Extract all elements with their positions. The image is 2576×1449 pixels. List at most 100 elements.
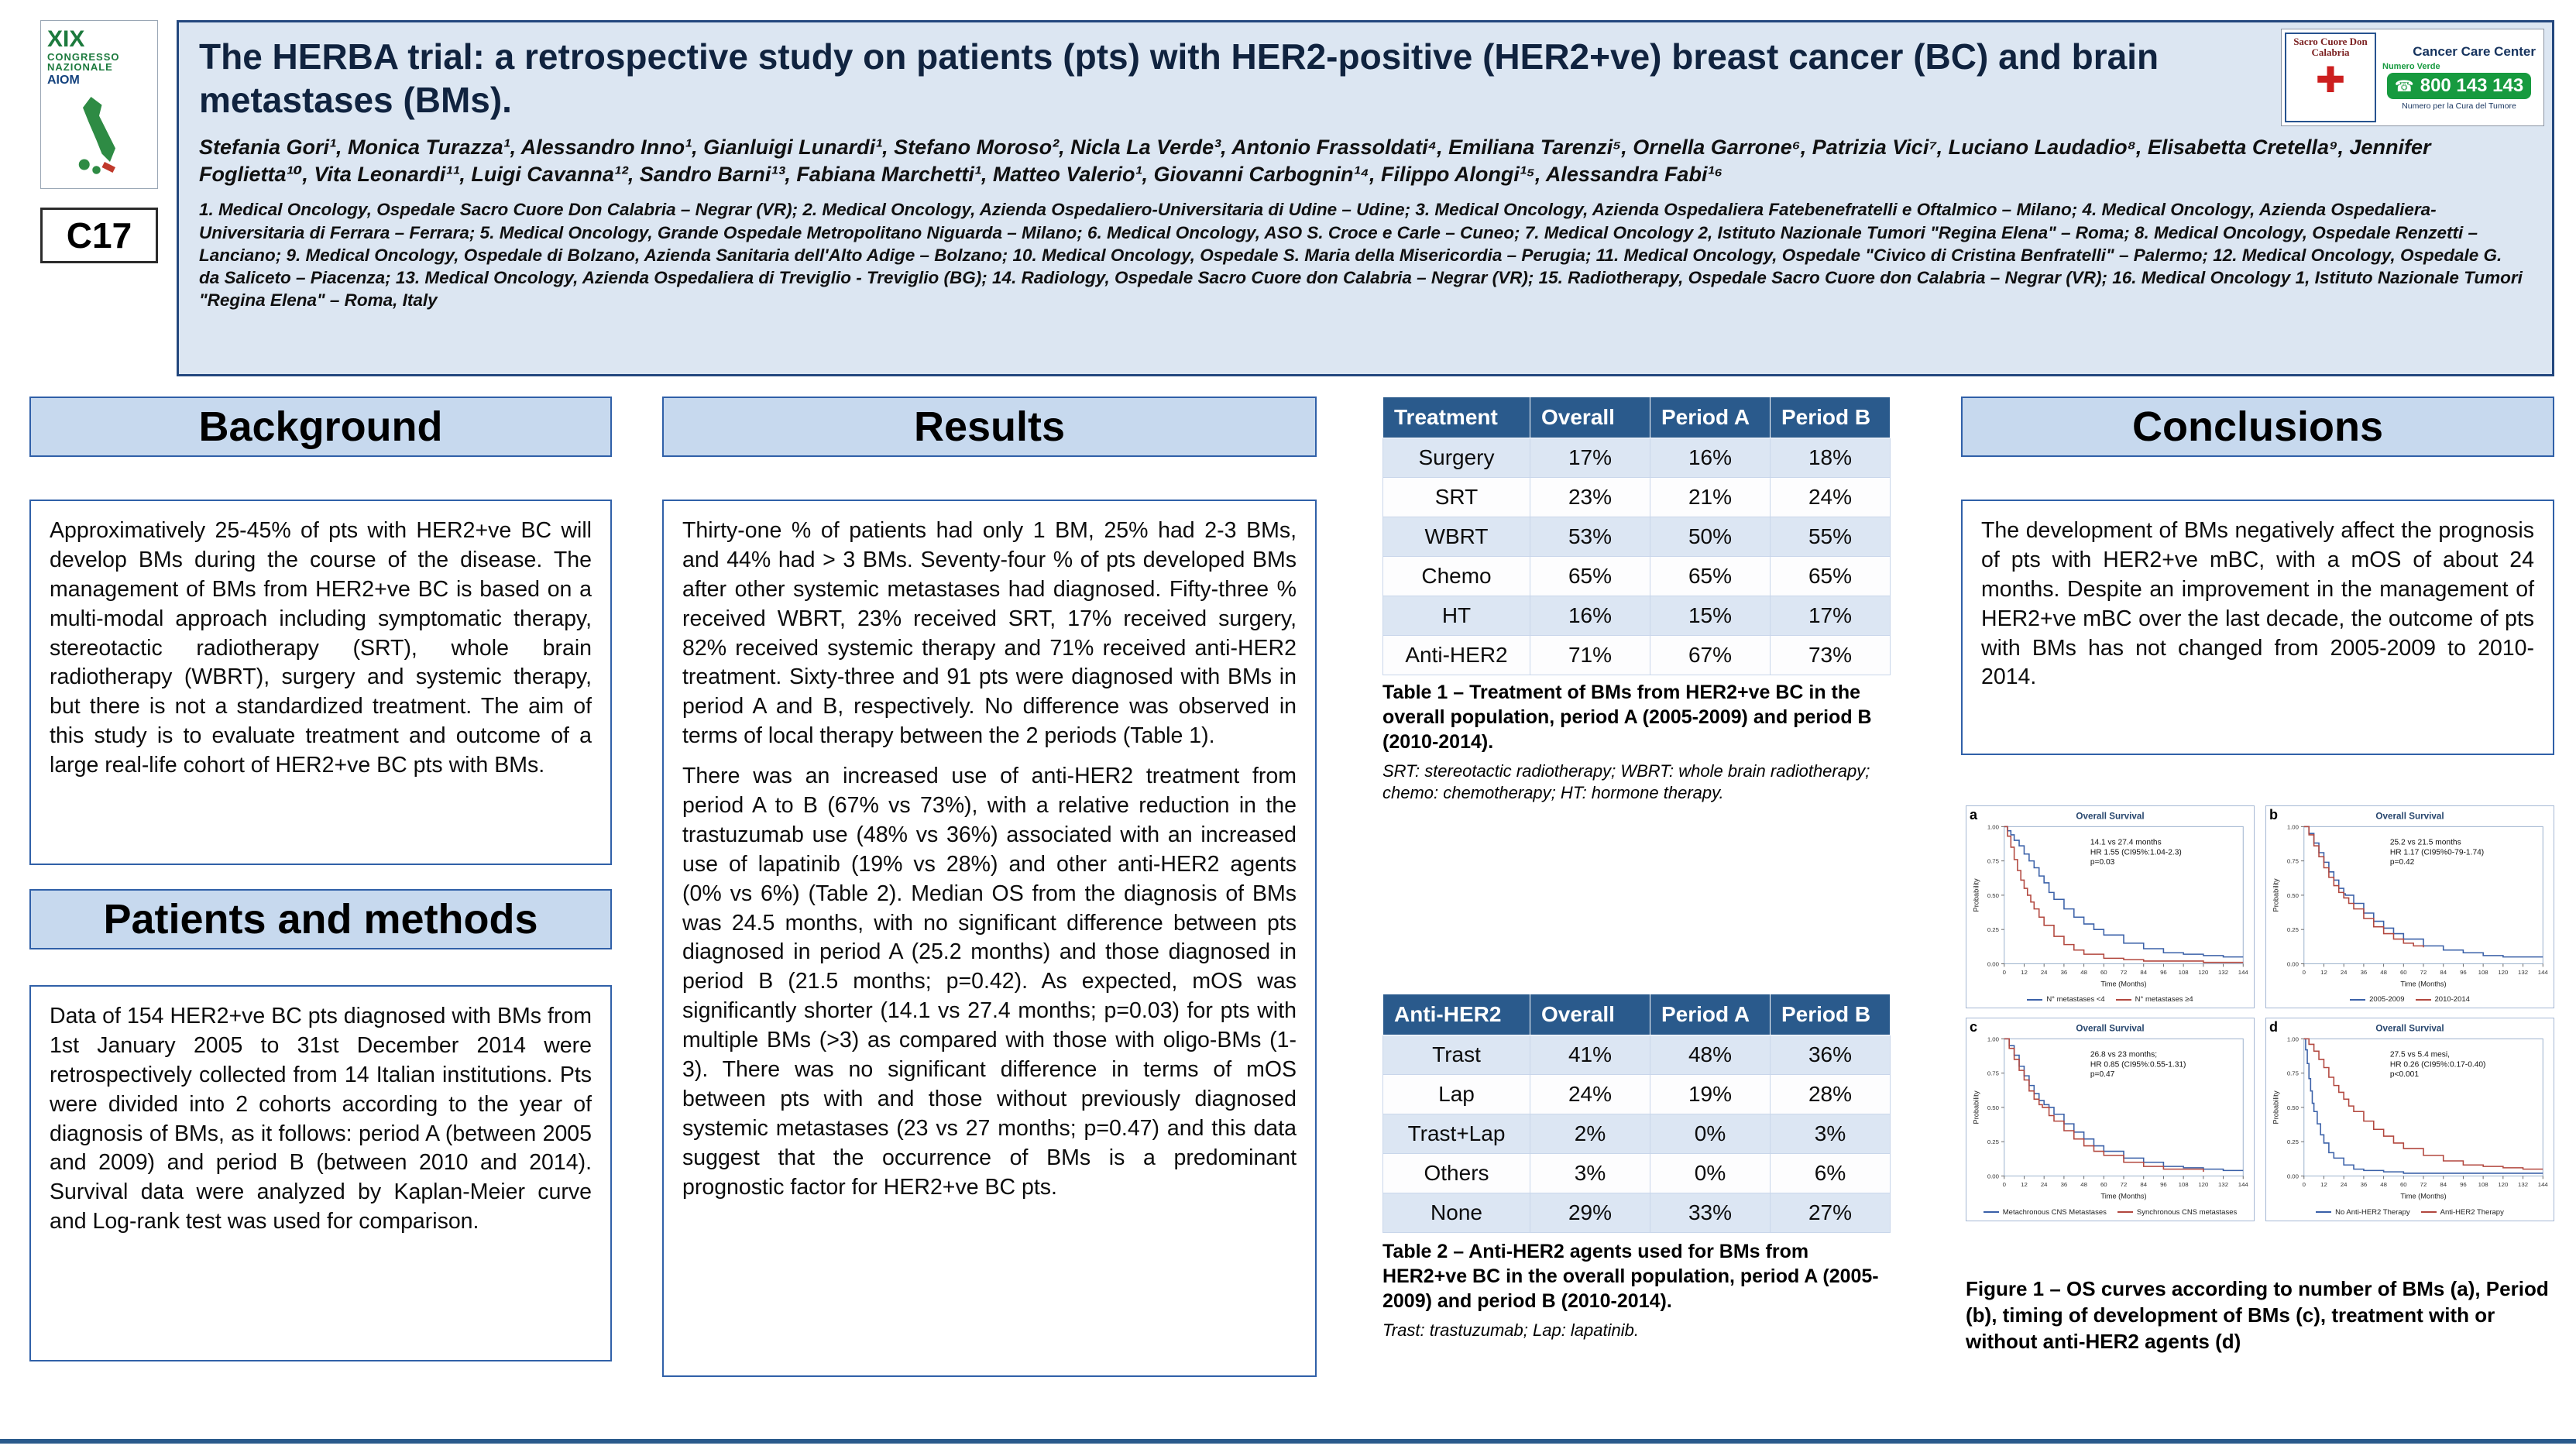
plot-text: 0.25: [1987, 1138, 1999, 1145]
table-row: Others 3% 0% 6%: [1382, 1153, 1891, 1193]
plot-text: Time (Months): [2100, 1193, 2146, 1200]
km-legend: 2005-2009 2010-2014: [2269, 995, 2550, 1004]
row-label-cell: None: [1382, 1193, 1530, 1233]
value-cell: 28%: [1770, 1074, 1891, 1114]
legend-swatch: [1983, 1211, 1999, 1214]
plot-text: Overall Survival: [2375, 1024, 2444, 1034]
value-cell: 65%: [1770, 556, 1891, 596]
legend-item: 2010-2014: [2415, 995, 2470, 1004]
value-cell: 29%: [1530, 1193, 1650, 1233]
table-row: Anti-HER2 71% 67% 73%: [1382, 635, 1891, 675]
plot-text: 108: [2179, 969, 2189, 976]
ccc-phone-badge: ☎ 800 143 143: [2386, 73, 2532, 99]
ccc-title: Cancer Care Center: [2413, 44, 2536, 59]
plot-text: Time (Months): [2400, 980, 2446, 988]
plot-text: 132: [2218, 969, 2228, 976]
km-curve: [2004, 1038, 2204, 1173]
row-label-cell: Trast+Lap: [1382, 1114, 1530, 1154]
table-row: Surgery 17% 16% 18%: [1382, 438, 1891, 478]
value-cell: 2%: [1530, 1114, 1650, 1154]
table-row: Trast 41% 48% 36%: [1382, 1035, 1891, 1075]
plot-text: 24: [2341, 1181, 2348, 1188]
plot-text: 0.75: [1987, 858, 1999, 865]
plot-text: 1.00: [1987, 823, 2000, 830]
plot-text: 12: [2320, 969, 2327, 976]
table-row: SRT 23% 21% 24%: [1382, 477, 1891, 517]
plot-text: 12: [2021, 969, 2028, 976]
plot-text: 60: [2400, 1181, 2407, 1188]
plot-text: Probability: [1973, 878, 1980, 912]
plot-text: Overall Survival: [2375, 812, 2444, 822]
table-row: Trast+Lap 2% 0% 3%: [1382, 1114, 1891, 1154]
column-header: Period A: [1650, 994, 1771, 1035]
column-header: Period B: [1770, 994, 1891, 1035]
conclusions-heading: Conclusions: [1961, 397, 2554, 457]
column-header: Treatment: [1382, 397, 1530, 438]
plot-text: 120: [2198, 1181, 2209, 1188]
plot-text: Time (Months): [2400, 1193, 2446, 1200]
row-label-cell: Others: [1382, 1153, 1530, 1193]
row-label-cell: Trast: [1382, 1035, 1530, 1075]
legend-item: 2005-2009: [2350, 995, 2405, 1004]
figure-panel-a: a Overall Survival 0 12 24 36 48 60 72 84 96 108 120…: [1966, 805, 2255, 1009]
column-header: Overall: [1530, 994, 1650, 1035]
row-label-cell: Anti-HER2: [1382, 635, 1530, 675]
table-2-caption-block: Table 2 – Anti-HER2 agents used for BMs …: [1382, 1239, 1894, 1341]
figure-1-caption: Figure 1 – OS curves according to number…: [1966, 1277, 2549, 1353]
km-curve: [2303, 826, 2424, 948]
plot-text: 132: [2518, 969, 2528, 976]
plot-text: 24: [2041, 1181, 2048, 1188]
cancer-care-center-logo: Cancer Care Center Numero Verde ☎ 800 14…: [2379, 33, 2539, 122]
plot-text: 108: [2478, 1181, 2488, 1188]
plot-text: 26.8 vs 23 months;: [2090, 1051, 2157, 1059]
value-cell: 65%: [1530, 556, 1650, 596]
plot-text: 96: [2460, 1181, 2467, 1188]
plot-text: p=0.47: [2090, 1070, 2115, 1079]
table-1-caption: Table 1 – Treatment of BMs from HER2+ve …: [1382, 682, 1872, 753]
value-cell: 21%: [1650, 477, 1771, 517]
table-row: Chemo 65% 65% 65%: [1382, 556, 1891, 596]
value-cell: 23%: [1530, 477, 1650, 517]
table-2-footnote: Trast: trastuzumab; Lap: lapatinib.: [1382, 1320, 1639, 1340]
plot-text: HR 1.17 (CI95%0-79-1.74): [2390, 848, 2484, 857]
plot-text: 84: [2440, 969, 2447, 976]
table-1-footnote: SRT: stereotactic radiotherapy; WBRT: wh…: [1382, 761, 1870, 803]
plot-text: 144: [2538, 969, 2549, 976]
figure-panel-c: c Overall Survival 0 12 24 36 48 60 72 84 96 108 120…: [1966, 1018, 2255, 1221]
value-cell: 0%: [1650, 1114, 1771, 1154]
plot-text: 12: [2320, 1181, 2327, 1188]
plot-text: 72: [2121, 969, 2128, 976]
plot-text: 0.50: [2287, 892, 2300, 899]
results-paragraph: There was an increased use of anti-HER2 …: [682, 764, 1297, 1200]
value-cell: 50%: [1650, 517, 1771, 557]
row-label-cell: SRT: [1382, 477, 1530, 517]
row-label-cell: Lap: [1382, 1074, 1530, 1114]
plot-text: 0.50: [1987, 1104, 2000, 1111]
congress-logo-line1: XIX: [47, 26, 85, 52]
plot-text: 24: [2041, 969, 2048, 976]
congress-logo: XIX CONGRESSO NAZIONALE AIOM: [40, 20, 158, 189]
phone-icon: ☎: [2394, 77, 2414, 95]
plot-text: 108: [2179, 1181, 2189, 1188]
congress-logo-line2: CONGRESSO: [47, 50, 120, 63]
legend-label: 2005-2009: [2369, 995, 2405, 1004]
plot-text: Overall Survival: [2076, 812, 2144, 822]
plot-text: 14.1 vs 27.4 months: [2090, 839, 2162, 847]
plot-text: 72: [2121, 1181, 2128, 1188]
plot-text: 144: [2238, 1181, 2249, 1188]
legend-swatch: [2316, 1211, 2332, 1214]
plot-text: Probability: [2272, 878, 2280, 912]
value-cell: 16%: [1530, 596, 1650, 636]
value-cell: 6%: [1770, 1153, 1891, 1193]
value-cell: 67%: [1650, 635, 1771, 675]
plot-text: 108: [2478, 969, 2488, 976]
value-cell: 36%: [1770, 1035, 1891, 1075]
legend-swatch: [2115, 998, 2131, 1001]
plot-text: 84: [2140, 1181, 2147, 1188]
poster-title: The HERBA trial: a retrospective study o…: [199, 36, 2159, 121]
bottom-border-line: [0, 1439, 2576, 1444]
legend-item: N° metastases ≥4: [2115, 995, 2193, 1004]
plot-text: 1.00: [1987, 1036, 2000, 1043]
ccc-phone-number: 800 143 143: [2420, 75, 2524, 96]
plot-text: 0: [2303, 1181, 2306, 1188]
